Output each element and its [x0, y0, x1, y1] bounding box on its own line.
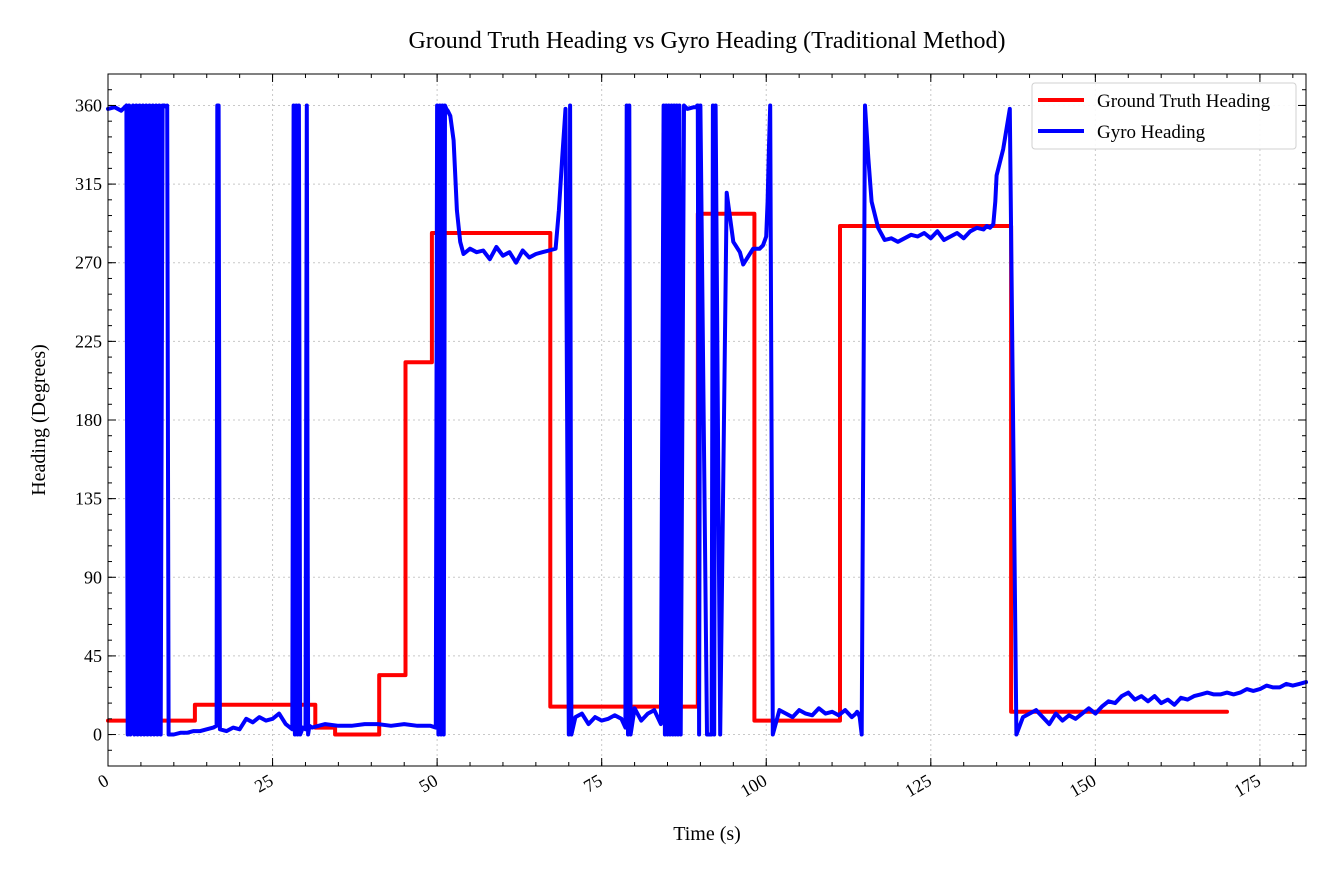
series-lines: [106, 103, 1308, 737]
y-tick-label: 90: [84, 567, 102, 587]
y-tick-label: 225: [75, 331, 102, 351]
series-line-0: [106, 211, 1229, 737]
y-tick-label: 135: [75, 489, 102, 509]
x-tick-label: 175: [1231, 770, 1264, 801]
x-tick-label: 50: [416, 770, 442, 796]
legend-label-gyro: Gyro Heading: [1097, 122, 1206, 143]
x-tick-label: 25: [251, 770, 277, 796]
y-tick-label: 315: [75, 174, 102, 194]
y-tick-label: 360: [75, 95, 102, 115]
x-tick-label: 100: [737, 770, 770, 801]
x-tick-label: 125: [901, 770, 934, 801]
chart-title: Ground Truth Heading vs Gyro Heading (Tr…: [408, 28, 1005, 54]
x-tick-label: 150: [1066, 770, 1099, 801]
axis-ticks: 0 25 50 75 100 125 150 175 0 45 90 135 180 225 270 315 3…: [75, 73, 1306, 801]
y-tick-label: 270: [75, 253, 102, 273]
legend-box: [1031, 82, 1297, 150]
legend: Ground Truth Heading Gyro Heading: [1031, 82, 1297, 150]
x-tick-label: 0: [94, 770, 112, 792]
legend-label-ground-truth: Ground Truth Heading: [1097, 91, 1271, 112]
y-tick-label: 0: [93, 725, 102, 745]
series-line-1: [106, 103, 1308, 737]
y-tick-label: 45: [84, 646, 102, 666]
y-axis-label: Heading (Degrees): [28, 344, 50, 496]
y-tick-label: 180: [75, 410, 102, 430]
x-axis-label: Time (s): [673, 823, 741, 845]
x-tick-label: 75: [580, 770, 606, 796]
